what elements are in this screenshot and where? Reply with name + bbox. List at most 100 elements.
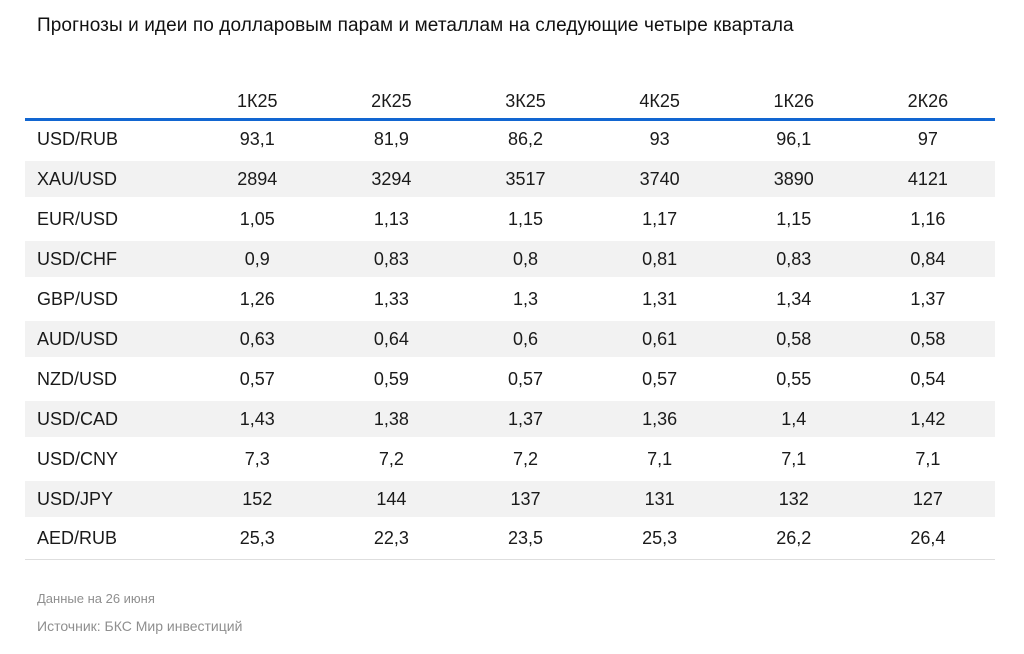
quarter-column-header: 1К26 [726, 85, 861, 121]
forecast-value: 93,1 [239, 129, 275, 150]
forecast-table-body: USD/RUB 93,1 81,9 86,2 93 96,1 97 XAU/USD 2894 32… [25, 119, 995, 560]
table-row: USD/CAD 1,43 1,38 1,37 1,36 1,4 1,42 [25, 399, 995, 439]
forecast-value: 1,05 [239, 208, 275, 229]
table-row: USD/CHF 0,9 0,83 0,8 0,81 0,83 0,84 [25, 239, 995, 279]
forecast-value: 3890 [726, 159, 861, 199]
forecast-value: 7,2 [512, 448, 538, 469]
forecast-value: 0,61 [592, 319, 727, 359]
table-row: USD/JPY 152 144 137 131 132 127 [25, 479, 995, 519]
source-note: Источник: БКС Мир инвестиций [37, 617, 243, 634]
forecast-value: 1,43 [190, 399, 325, 439]
forecast-value: 131 [592, 479, 727, 519]
forecast-value: 0,64 [324, 319, 459, 359]
table-row: GBP/USD 1,26 1,33 1,3 1,31 1,34 1,37 [25, 279, 995, 319]
forecast-value: 0,55 [776, 368, 812, 389]
forecast-value: 0,57 [507, 368, 543, 389]
forecast-value: 7,2 [378, 448, 404, 469]
forecast-value: 3294 [324, 159, 459, 199]
forecast-value: 3740 [592, 159, 727, 199]
forecast-value: 127 [860, 479, 995, 519]
forecast-value: 152 [190, 479, 325, 519]
forecast-value: 4121 [860, 159, 995, 199]
footer: Данные на 26 июня Источник: БКС Мир инве… [37, 591, 1024, 635]
forecast-value: 25,3 [592, 519, 727, 560]
forecast-value: 7,3 [244, 448, 270, 469]
forecast-value: 1,38 [324, 399, 459, 439]
forecast-value: 7,1 [781, 448, 807, 469]
forecast-value: 1,13 [373, 208, 409, 229]
instrument-label: NZD/USD [37, 368, 117, 389]
forecast-value: 0,81 [592, 239, 727, 279]
forecast-value: 0,9 [190, 239, 325, 279]
header-row: 1К25 2К25 3К25 4К25 1К26 2К26 [25, 85, 995, 121]
quarter-column-header: 1К25 [190, 85, 325, 121]
forecast-value: 3517 [458, 159, 593, 199]
forecast-value: 7,1 [647, 448, 673, 469]
forecast-value: 81,9 [373, 129, 409, 150]
forecast-value: 1,26 [239, 288, 275, 309]
forecast-value: 1,31 [642, 288, 678, 309]
forecast-value: 1,34 [776, 288, 812, 309]
table-row: EUR/USD 1,05 1,13 1,15 1,17 1,15 1,16 [25, 199, 995, 239]
instrument-label: USD/CHF [25, 239, 191, 279]
forecast-value: 0,57 [239, 368, 275, 389]
forecast-value: 1,37 [458, 399, 593, 439]
forecast-value: 1,15 [776, 208, 812, 229]
instrument-label: USD/JPY [25, 479, 191, 519]
forecast-table: 1К25 2К25 3К25 4К25 1К26 2К26 USD/RUB 93,1 81,9… [25, 85, 995, 560]
table-row: AUD/USD 0,63 0,64 0,6 0,61 0,58 0,58 [25, 319, 995, 359]
forecast-value: 132 [726, 479, 861, 519]
quarter-column-header: 2К26 [860, 85, 995, 121]
quarter-column-header: 2К25 [324, 85, 459, 121]
quarter-column-header: 4К25 [592, 85, 727, 121]
instrument-label: USD/RUB [37, 129, 119, 150]
table-row: USD/CNY 7,3 7,2 7,2 7,1 7,1 7,1 [25, 439, 995, 479]
forecast-value: 25,3 [190, 519, 325, 560]
forecast-value: 26,2 [726, 519, 861, 560]
forecast-value: 0,83 [726, 239, 861, 279]
forecast-value: 0,84 [860, 239, 995, 279]
forecast-value: 0,59 [373, 368, 409, 389]
instrument-label: EUR/USD [37, 208, 119, 229]
instrument-label: XAU/USD [25, 159, 191, 199]
quarter-column-header: 3К25 [458, 85, 593, 121]
table-row: AED/RUB 25,3 22,3 23,5 25,3 26,2 26,4 [25, 519, 995, 560]
forecast-value: 0,54 [910, 368, 946, 389]
forecast-value: 0,6 [458, 319, 593, 359]
forecast-value: 144 [324, 479, 459, 519]
instrument-label: GBP/USD [37, 288, 119, 309]
forecast-value: 1,33 [373, 288, 409, 309]
table-row: XAU/USD 2894 3294 3517 3740 3890 4121 [25, 159, 995, 199]
forecast-value: 23,5 [458, 519, 593, 560]
forecast-value: 1,3 [512, 288, 538, 309]
forecast-value: 1,36 [592, 399, 727, 439]
instrument-label: AED/RUB [25, 519, 191, 560]
forecast-value: 1,42 [860, 399, 995, 439]
page-title: Прогнозы и идеи по долларовым парам и ме… [37, 15, 794, 36]
header-corner-cell [25, 85, 191, 121]
forecast-table-header: 1К25 2К25 3К25 4К25 1К26 2К26 [25, 85, 995, 121]
forecast-value: 96,1 [776, 129, 812, 150]
forecast-value: 1,16 [910, 208, 946, 229]
forecast-value: 86,2 [507, 129, 543, 150]
forecast-value: 0,58 [860, 319, 995, 359]
forecast-value: 1,4 [726, 399, 861, 439]
forecast-value: 0,83 [324, 239, 459, 279]
forecast-value: 93 [649, 129, 670, 150]
forecast-value: 26,4 [860, 519, 995, 560]
forecast-value: 0,63 [190, 319, 325, 359]
forecast-value: 2894 [190, 159, 325, 199]
table-row: USD/RUB 93,1 81,9 86,2 93 96,1 97 [25, 119, 995, 159]
table-row: NZD/USD 0,57 0,59 0,57 0,57 0,55 0,54 [25, 359, 995, 399]
page: Прогнозы и идеи по долларовым парам и ме… [0, 14, 1024, 654]
forecast-value: 1,37 [910, 288, 946, 309]
forecast-value: 0,57 [642, 368, 678, 389]
instrument-label: AUD/USD [25, 319, 191, 359]
instrument-label: USD/CAD [25, 399, 191, 439]
instrument-label: USD/CNY [37, 448, 119, 469]
forecast-value: 22,3 [324, 519, 459, 560]
forecast-value: 7,1 [915, 448, 941, 469]
forecast-value: 1,15 [507, 208, 543, 229]
data-date-note: Данные на 26 июня [37, 590, 155, 606]
forecast-value: 137 [458, 479, 593, 519]
